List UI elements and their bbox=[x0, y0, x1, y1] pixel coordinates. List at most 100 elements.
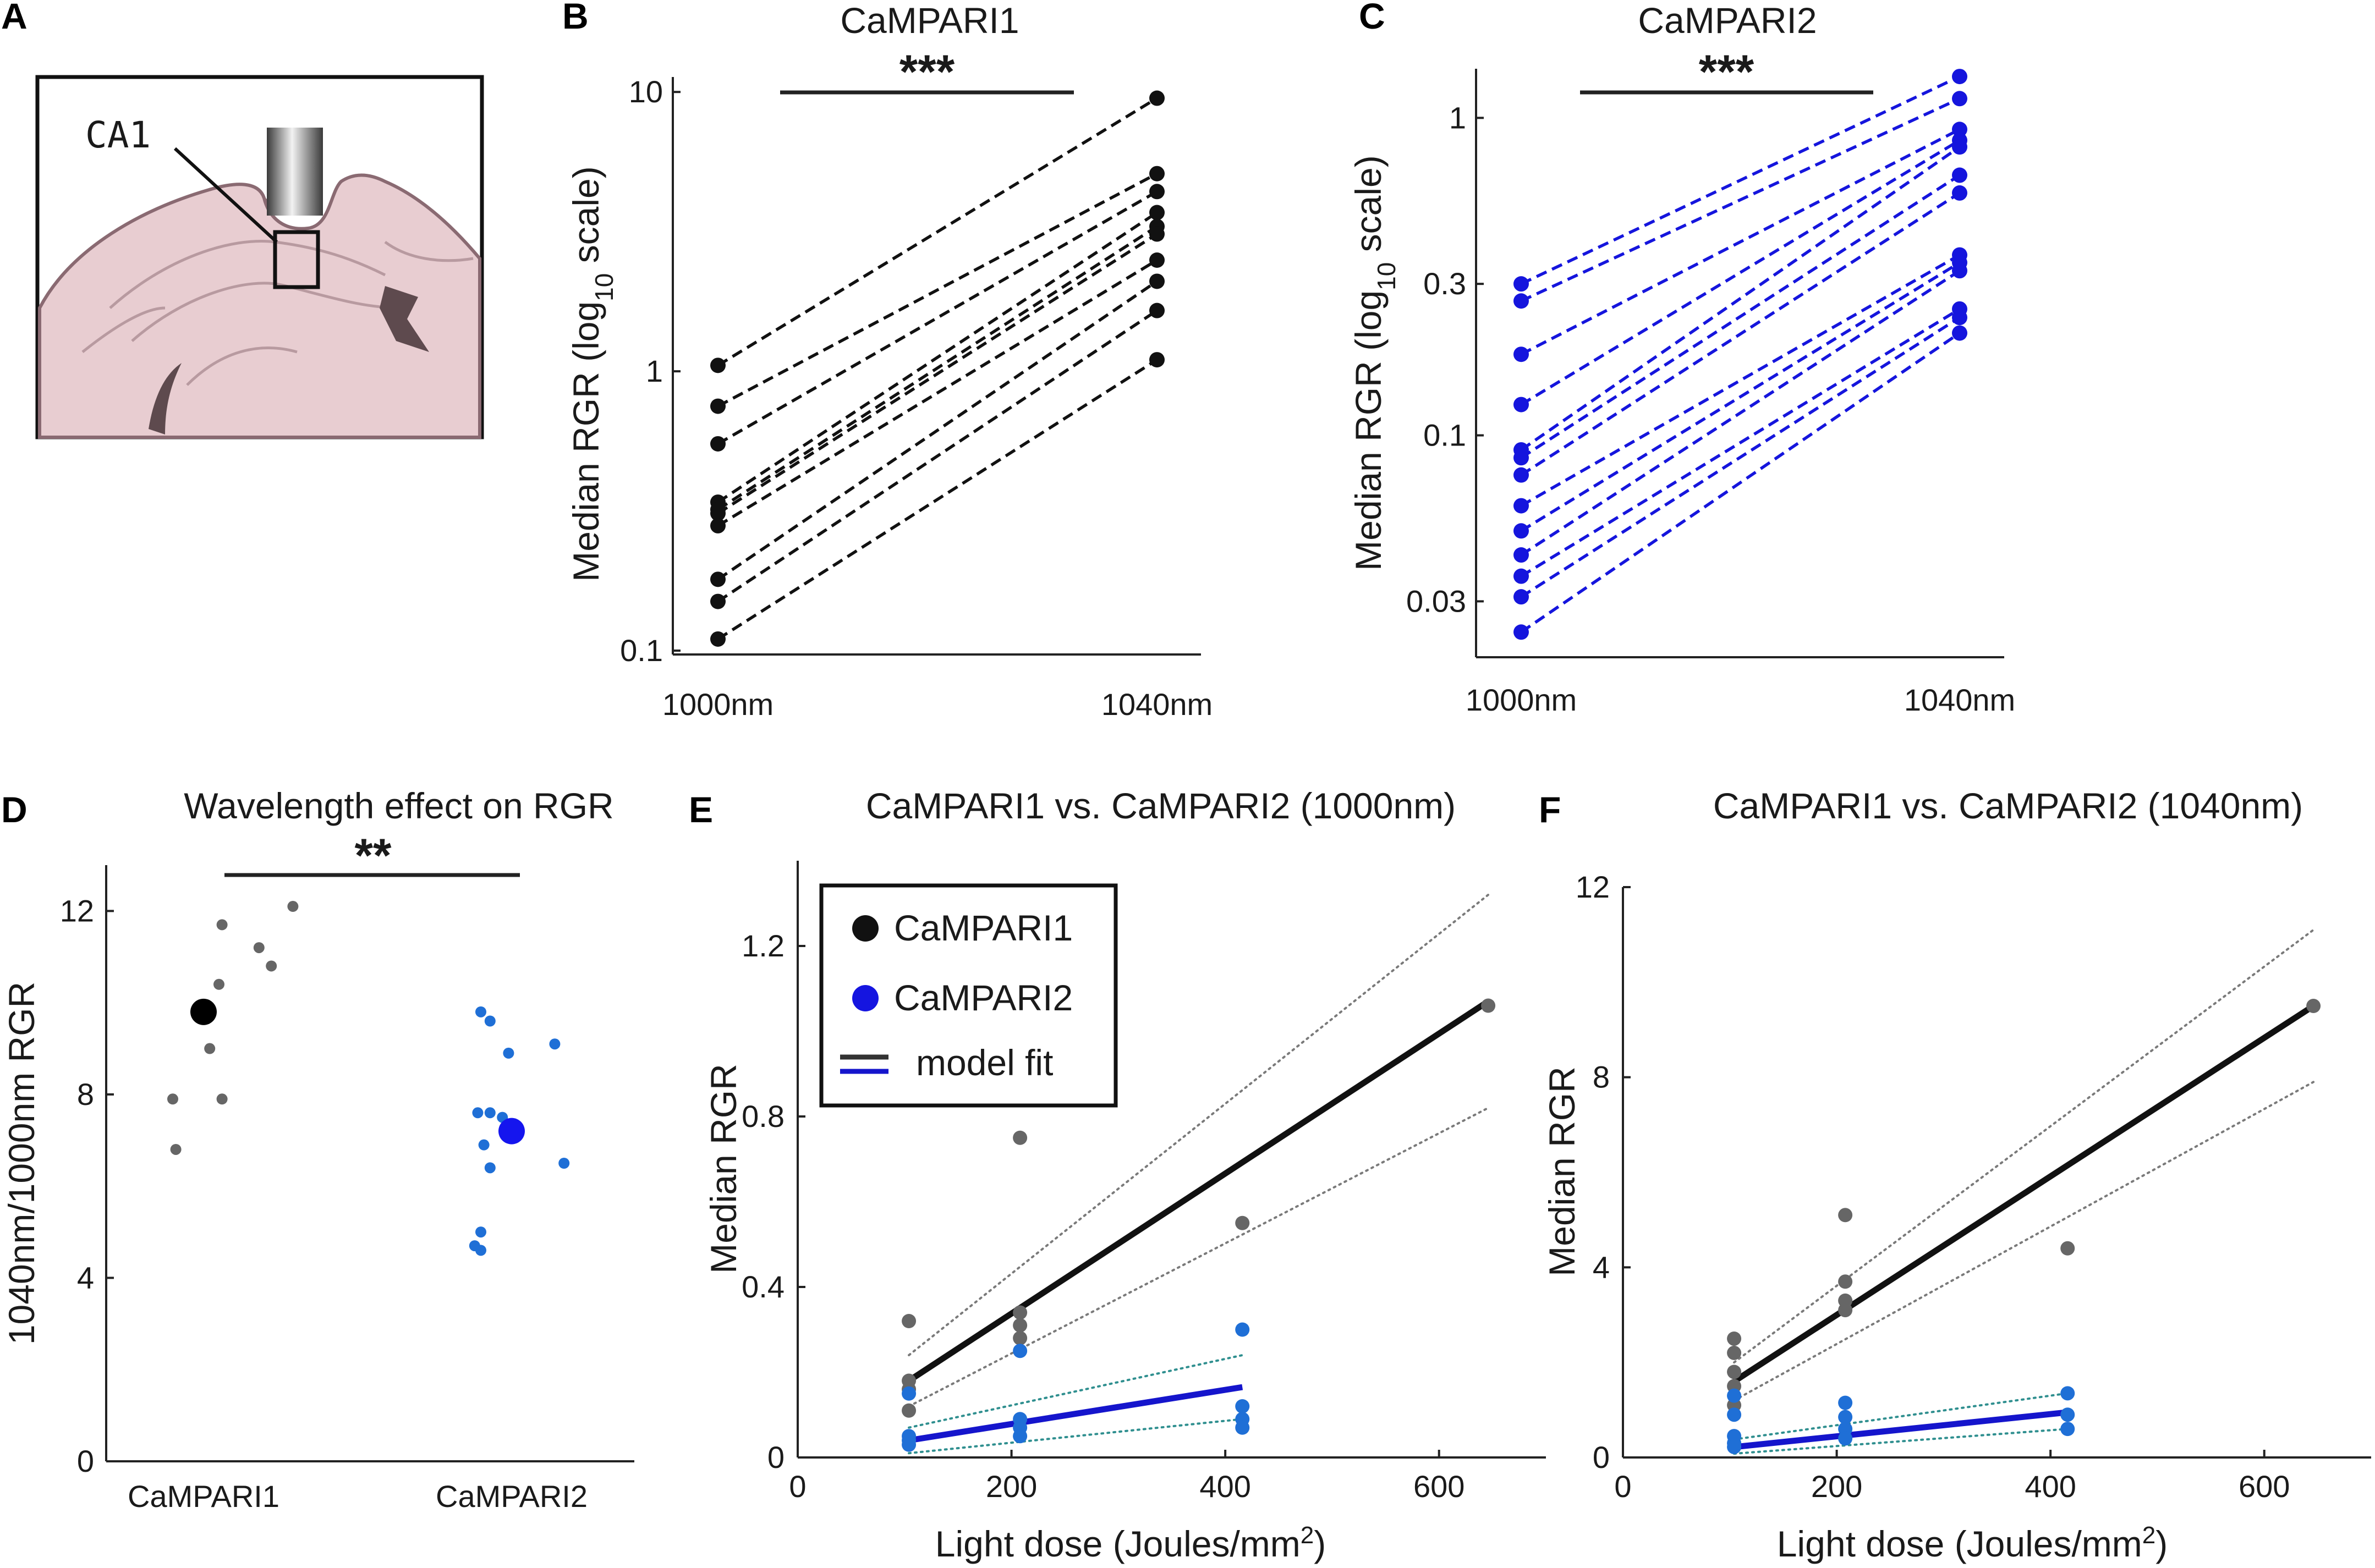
panel-d-campari1-point-1 bbox=[253, 942, 265, 954]
panel-e-campari2-point-8 bbox=[1235, 1322, 1250, 1337]
panel-b-label: B bbox=[562, 0, 589, 36]
panel-e-xtick-label-0: 0 bbox=[789, 1469, 806, 1504]
panel-c-significance: *** bbox=[1699, 46, 1754, 98]
ca1-region-box bbox=[273, 230, 320, 289]
panel-b-ytick-label-1: 1 bbox=[646, 354, 663, 388]
brain-fold-5 bbox=[384, 240, 474, 262]
brain-section bbox=[38, 173, 481, 439]
panel-c-series-9-line bbox=[1520, 269, 1961, 557]
panel-c-series-0-point-1040nm bbox=[1952, 69, 1967, 85]
panel-b: B CaMPARI1 0.1 1 10 1000nm 1040nm Median R… bbox=[562, 0, 1213, 722]
panel-b-ylabel: Median RGR (log10 scale) bbox=[566, 166, 618, 581]
panel-c-series-1-point-1000nm bbox=[1513, 293, 1529, 309]
ventricle-right bbox=[380, 286, 429, 352]
panel-c-series-7-line bbox=[1520, 254, 1961, 507]
panel-e-campari1-point-5 bbox=[1013, 1305, 1028, 1320]
panel-d-campari2-point-7 bbox=[478, 1139, 490, 1151]
panel-e-xtick-label-3: 600 bbox=[1413, 1469, 1465, 1504]
panel-c-series-5-line bbox=[1520, 174, 1961, 459]
panel-c-series-12-point-1040nm bbox=[1952, 325, 1967, 341]
panel-c-series-1-point-1040nm bbox=[1952, 91, 1967, 107]
panel-b-ytick-label-2: 10 bbox=[629, 74, 663, 109]
panel-b-series-9-line bbox=[717, 358, 1158, 641]
panel-b-series-8-point-1040nm bbox=[1149, 302, 1165, 318]
panel-b-series-4-line bbox=[717, 225, 1158, 511]
panel-d-significance: ** bbox=[355, 829, 392, 882]
panel-d-title: Wavelength effect on RGR bbox=[184, 785, 613, 826]
panel-c-y-ticks: 0.03 0.1 0.3 1 bbox=[1406, 100, 1484, 618]
brain-fold-1 bbox=[109, 240, 386, 309]
panel-d-campari2-point-1 bbox=[484, 1015, 496, 1027]
brain-fold-4 bbox=[186, 346, 298, 386]
panel-f-campari1-ci-upper bbox=[1733, 928, 2315, 1364]
panel-c-series-10-line bbox=[1520, 307, 1961, 578]
panel-d-campari2-point-4 bbox=[472, 1107, 484, 1119]
panel-b-series-9-point-1000nm bbox=[710, 631, 726, 647]
panel-f-campari2-point-4 bbox=[1727, 1439, 1742, 1454]
panel-e-ytick-label-3: 1.2 bbox=[742, 928, 785, 963]
panel-f-campari2-point-1 bbox=[1727, 1407, 1742, 1422]
panel-e: E CaMPARI1 vs. CaMPARI2 (1000nm) 0 200 400… bbox=[689, 785, 1546, 1564]
panel-d-ytick-label-0: 0 bbox=[77, 1444, 94, 1478]
panel-f-xtick-label-3: 600 bbox=[2239, 1469, 2290, 1504]
panel-b-xtick-1040nm: 1040nm bbox=[1101, 687, 1213, 722]
brain-illustration bbox=[38, 173, 481, 439]
panel-b-series-6-point-1000nm bbox=[710, 518, 726, 533]
panel-c-ytick-label-2: 0.3 bbox=[1423, 266, 1466, 301]
panel-b-series-8-point-1000nm bbox=[710, 593, 726, 609]
panel-e-ytick-label-1: 0.4 bbox=[742, 1269, 785, 1304]
panel-d-campari1-point-8 bbox=[170, 1143, 182, 1155]
panel-c-series-12-line bbox=[1520, 332, 1961, 634]
panel-f: F CaMPARI1 vs. CaMPARI2 (1040nm) 0 200 400… bbox=[1539, 785, 2371, 1564]
panel-f-ytick-label-2: 8 bbox=[1593, 1060, 1610, 1094]
panel-f-xtick-label-1: 200 bbox=[1811, 1469, 1862, 1504]
panel-b-series-5-line bbox=[717, 233, 1158, 515]
panel-c-series-4-line bbox=[1520, 145, 1961, 452]
panel-b-series-7-point-1000nm bbox=[710, 571, 726, 587]
legend-marker-campari1 bbox=[852, 915, 879, 942]
panel-e-campari2-fit-line bbox=[908, 1384, 1243, 1444]
panel-c-series-6-point-1000nm bbox=[1513, 467, 1529, 483]
panel-b-series-0-point-1000nm bbox=[710, 357, 726, 373]
panel-d-campari2-point-8 bbox=[484, 1162, 496, 1174]
panel-f-ticks: 0 200 400 600 0 4 8 12 bbox=[1576, 870, 2290, 1504]
panel-d-campari2-point-10 bbox=[475, 1226, 486, 1238]
panel-d-campari1-point-2 bbox=[287, 901, 299, 912]
panel-c-series bbox=[1513, 69, 1967, 640]
panel-f-campari1-point-2 bbox=[1727, 1365, 1742, 1379]
panel-b-title: CaMPARI1 bbox=[840, 0, 1019, 41]
panel-d-y-ticks: 0 4 8 12 bbox=[60, 893, 114, 1478]
panel-e-campari1-ci-upper bbox=[908, 894, 1490, 1356]
panel-c-series-7-point-1000nm bbox=[1513, 498, 1529, 514]
panel-b-series-1-point-1040nm bbox=[1149, 166, 1165, 181]
panel-f-campari2-point-9 bbox=[2060, 1386, 2075, 1401]
panel-f-xtick-label-0: 0 bbox=[1614, 1469, 1631, 1504]
panel-b-series-5-point-1000nm bbox=[710, 505, 726, 521]
panel-b-series-2-point-1040nm bbox=[1149, 184, 1165, 200]
objective-lens bbox=[267, 128, 323, 216]
panel-e-campari2-point-11 bbox=[1235, 1420, 1250, 1435]
panel-e-campari1-point-8 bbox=[1235, 1215, 1250, 1230]
panel-f-ytick-label-3: 12 bbox=[1576, 870, 1610, 904]
panel-c-series-1-line bbox=[1520, 97, 1961, 302]
panel-c-series-5-point-1000nm bbox=[1513, 450, 1529, 466]
panel-f-ylabel: Median RGR bbox=[1542, 1066, 1582, 1276]
panel-f-xlabel: Light dose (Joules/mm2) bbox=[1777, 1522, 2168, 1565]
panel-d-campari1-point-7 bbox=[216, 1093, 228, 1105]
panel-c-ytick-label-0: 0.03 bbox=[1406, 584, 1466, 618]
panel-f-campari2-point-0 bbox=[1727, 1388, 1742, 1403]
panel-d-campari1-mean bbox=[190, 998, 217, 1025]
panel-e-xtick-label-1: 200 bbox=[986, 1469, 1037, 1504]
panel-d-campari1-point-4 bbox=[213, 978, 224, 990]
panel-f-campari1-ci-lower bbox=[1733, 1081, 2315, 1402]
panel-c-series-3-point-1000nm bbox=[1513, 397, 1529, 412]
panel-e-xlabel: Light dose (Joules/mm2) bbox=[935, 1522, 1326, 1565]
panel-f-campari1-point-5 bbox=[1838, 1208, 1853, 1223]
panel-b-series-0-line bbox=[717, 97, 1158, 367]
panel-d-ytick-label-1: 4 bbox=[77, 1260, 94, 1295]
panel-e-label: E bbox=[689, 789, 713, 830]
panel-e-ytick-label-0: 0 bbox=[767, 1440, 785, 1475]
panel-e-xtick-label-2: 400 bbox=[1199, 1469, 1250, 1504]
panel-b-series-6-line bbox=[717, 258, 1158, 527]
panel-c-series-3-line bbox=[1520, 139, 1961, 406]
